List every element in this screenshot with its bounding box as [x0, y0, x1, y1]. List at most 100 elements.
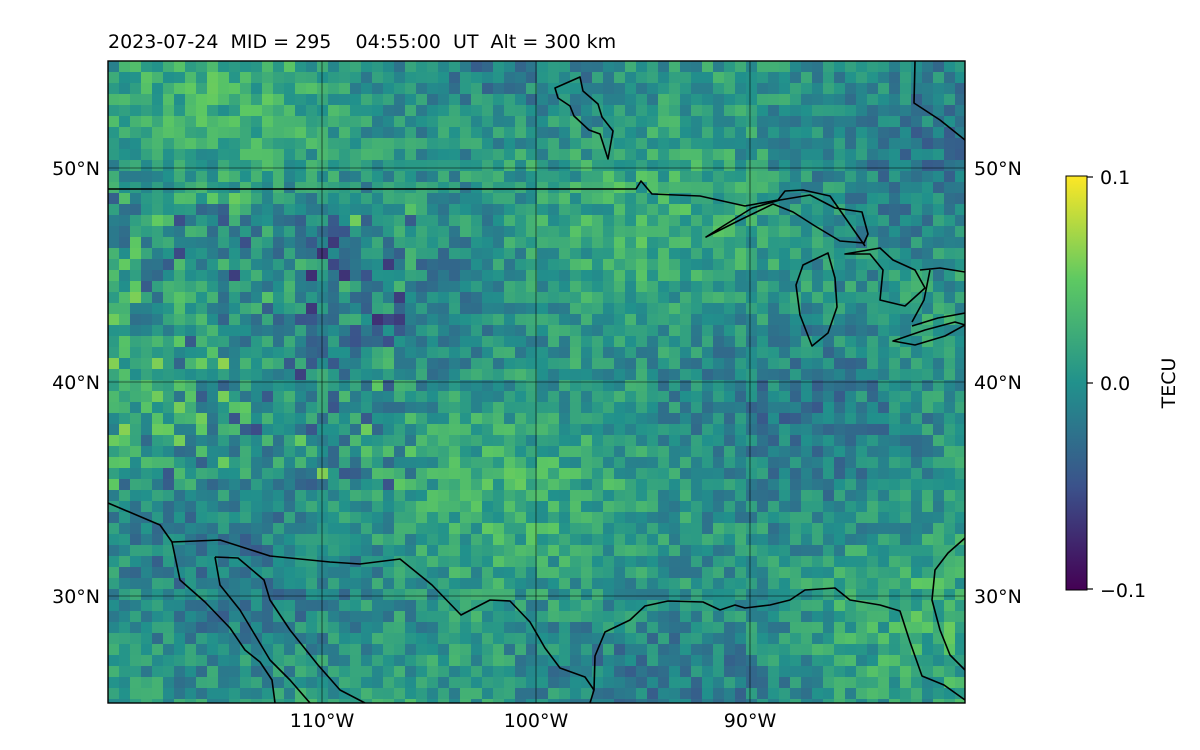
heatmap-cell [735, 61, 747, 73]
heatmap-cell [504, 281, 516, 293]
heatmap-cell [218, 149, 230, 161]
heatmap-cell [614, 490, 626, 502]
heatmap-cell [394, 347, 406, 359]
heatmap-cell [933, 336, 945, 348]
heatmap-cell [658, 193, 670, 205]
heatmap-cell [603, 567, 615, 579]
heatmap-cell [119, 281, 131, 293]
heatmap-cell [449, 303, 461, 315]
heatmap-cell [581, 677, 593, 689]
heatmap-cell [295, 446, 307, 458]
heatmap-cell [163, 127, 175, 139]
heatmap-cell [713, 138, 725, 150]
heatmap-cell [229, 336, 241, 348]
heatmap-cell [471, 204, 483, 216]
heatmap-cell [867, 160, 879, 172]
heatmap-cell [592, 501, 604, 513]
heatmap-cell [284, 380, 296, 392]
heatmap-cell [504, 589, 516, 601]
heatmap-cell [691, 171, 703, 183]
heatmap-cell [922, 347, 934, 359]
heatmap-cell [724, 193, 736, 205]
heatmap-cell [339, 303, 351, 315]
heatmap-cell [724, 325, 736, 337]
heatmap-cell [790, 61, 802, 73]
heatmap-cell [240, 237, 252, 249]
heatmap-cell [768, 666, 780, 678]
heatmap-cell [460, 468, 472, 480]
heatmap-cell [152, 457, 164, 469]
heatmap-cell [515, 369, 527, 381]
heatmap-cell [317, 468, 329, 480]
heatmap-cell [295, 182, 307, 194]
plot-title: 2023-07-24 MID = 295 04:55:00 UT Alt = 3… [108, 31, 617, 53]
heatmap-cell [416, 666, 428, 678]
heatmap-cell [944, 380, 956, 392]
heatmap-cell [141, 369, 153, 381]
heatmap-cell [867, 61, 879, 73]
heatmap-cell [218, 446, 230, 458]
heatmap-cell [174, 149, 186, 161]
heatmap-cell [416, 479, 428, 491]
heatmap-cell [207, 193, 219, 205]
heatmap-cell [416, 633, 428, 645]
heatmap-cell [317, 215, 329, 227]
heatmap-cell [823, 105, 835, 117]
heatmap-cell [119, 446, 131, 458]
heatmap-cell [350, 358, 362, 370]
heatmap-cell [878, 149, 890, 161]
heatmap-cell [603, 171, 615, 183]
heatmap-cell [295, 292, 307, 304]
heatmap-cell [944, 270, 956, 282]
heatmap-cell [812, 237, 824, 249]
heatmap-cell [570, 589, 582, 601]
heatmap-cell [944, 633, 956, 645]
heatmap-cell [581, 215, 593, 227]
heatmap-cell [504, 435, 516, 447]
heatmap-cell [779, 633, 791, 645]
heatmap-cell [295, 424, 307, 436]
heatmap-cell [207, 490, 219, 502]
heatmap-cell [394, 72, 406, 84]
heatmap-cell [746, 292, 758, 304]
heatmap-cell [460, 589, 472, 601]
heatmap-cell [680, 391, 692, 403]
heatmap-cell [383, 149, 395, 161]
heatmap-cell [746, 94, 758, 106]
heatmap-cell [185, 567, 197, 579]
heatmap-cell [438, 259, 450, 271]
heatmap-cell [493, 292, 505, 304]
heatmap-cell [262, 226, 274, 238]
heatmap-cell [834, 248, 846, 260]
heatmap-cell [394, 149, 406, 161]
heatmap-cell [746, 215, 758, 227]
heatmap-cell [306, 600, 318, 612]
heatmap-cell [603, 336, 615, 348]
heatmap-cell [273, 567, 285, 579]
heatmap-cell [339, 490, 351, 502]
heatmap-cell [207, 666, 219, 678]
heatmap-cell [174, 688, 186, 700]
heatmap-cell [856, 589, 868, 601]
heatmap-cell [207, 325, 219, 337]
heatmap-cell [900, 270, 912, 282]
heatmap-cell [207, 622, 219, 634]
heatmap-cell [636, 369, 648, 381]
heatmap-cell [845, 171, 857, 183]
heatmap-cell [570, 237, 582, 249]
heatmap-cell [933, 413, 945, 425]
heatmap-cell [317, 347, 329, 359]
heatmap-cell [900, 204, 912, 216]
heatmap-cell [372, 666, 384, 678]
heatmap-cell [779, 72, 791, 84]
heatmap-cell [856, 358, 868, 370]
heatmap-cell [229, 501, 241, 513]
heatmap-cell [603, 578, 615, 590]
heatmap-cell [878, 281, 890, 293]
heatmap-cell [504, 237, 516, 249]
heatmap-cell [812, 83, 824, 95]
heatmap-cell [625, 380, 637, 392]
heatmap-cell [603, 61, 615, 73]
heatmap-cell [218, 479, 230, 491]
heatmap-cell [614, 457, 626, 469]
